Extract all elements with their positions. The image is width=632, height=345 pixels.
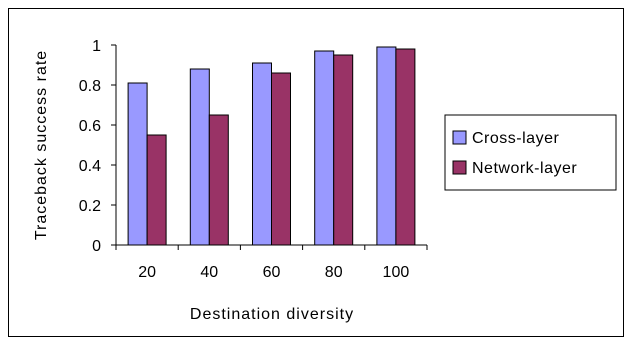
legend-label: Network-layer [472,160,577,177]
x-ticks: 20 40 60 80 100 [115,245,428,281]
bars-layer [127,46,416,246]
bar-cross-layer-20 [127,82,148,246]
y-tick-label: 0.2 [79,198,101,215]
bar-network-layer-20 [146,134,167,246]
y-ticks: 0 0.2 0.4 0.6 0.8 1 [79,38,116,255]
x-tick-label: 20 [138,264,156,281]
bar-cross-layer-40 [189,68,210,246]
legend-swatch [452,130,467,145]
y-tick-label: 0.6 [79,118,101,135]
chart-frame: 0 0.2 0.4 0.6 0.8 1 20 40 60 80 100 Traceback suc… [8,8,624,337]
bar-network-layer-80 [333,54,354,246]
legend: Cross-layer Network-layer [444,114,617,191]
y-tick-label: 1 [92,38,101,55]
x-tick-label: 60 [263,264,281,281]
bar-cross-layer-100 [376,46,397,246]
bar-network-layer-100 [395,48,416,246]
axes-layer [115,45,427,246]
bar-cross-layer-60 [252,62,272,246]
bar-chart: 0 0.2 0.4 0.6 0.8 1 20 40 60 80 100 Traceback suc… [33,38,617,323]
legend-label: Cross-layer [472,130,559,147]
x-tick-label: 40 [200,264,218,281]
bar-network-layer-60 [271,72,291,246]
legend-items: Cross-layer Network-layer [452,130,577,177]
y-tick-label: 0.4 [79,158,101,175]
x-tick-label: 80 [325,264,343,281]
y-tick-label: 0.8 [79,78,101,95]
x-tick-label: 100 [383,264,410,281]
bar-cross-layer-80 [314,50,335,246]
legend-swatch [452,160,467,175]
y-axis-title: Traceback success rate [33,50,50,240]
x-axis-title: Destination diversity [190,306,354,323]
legend-box [444,114,617,191]
y-tick-label: 0 [92,238,101,255]
bar-network-layer-40 [208,114,229,246]
